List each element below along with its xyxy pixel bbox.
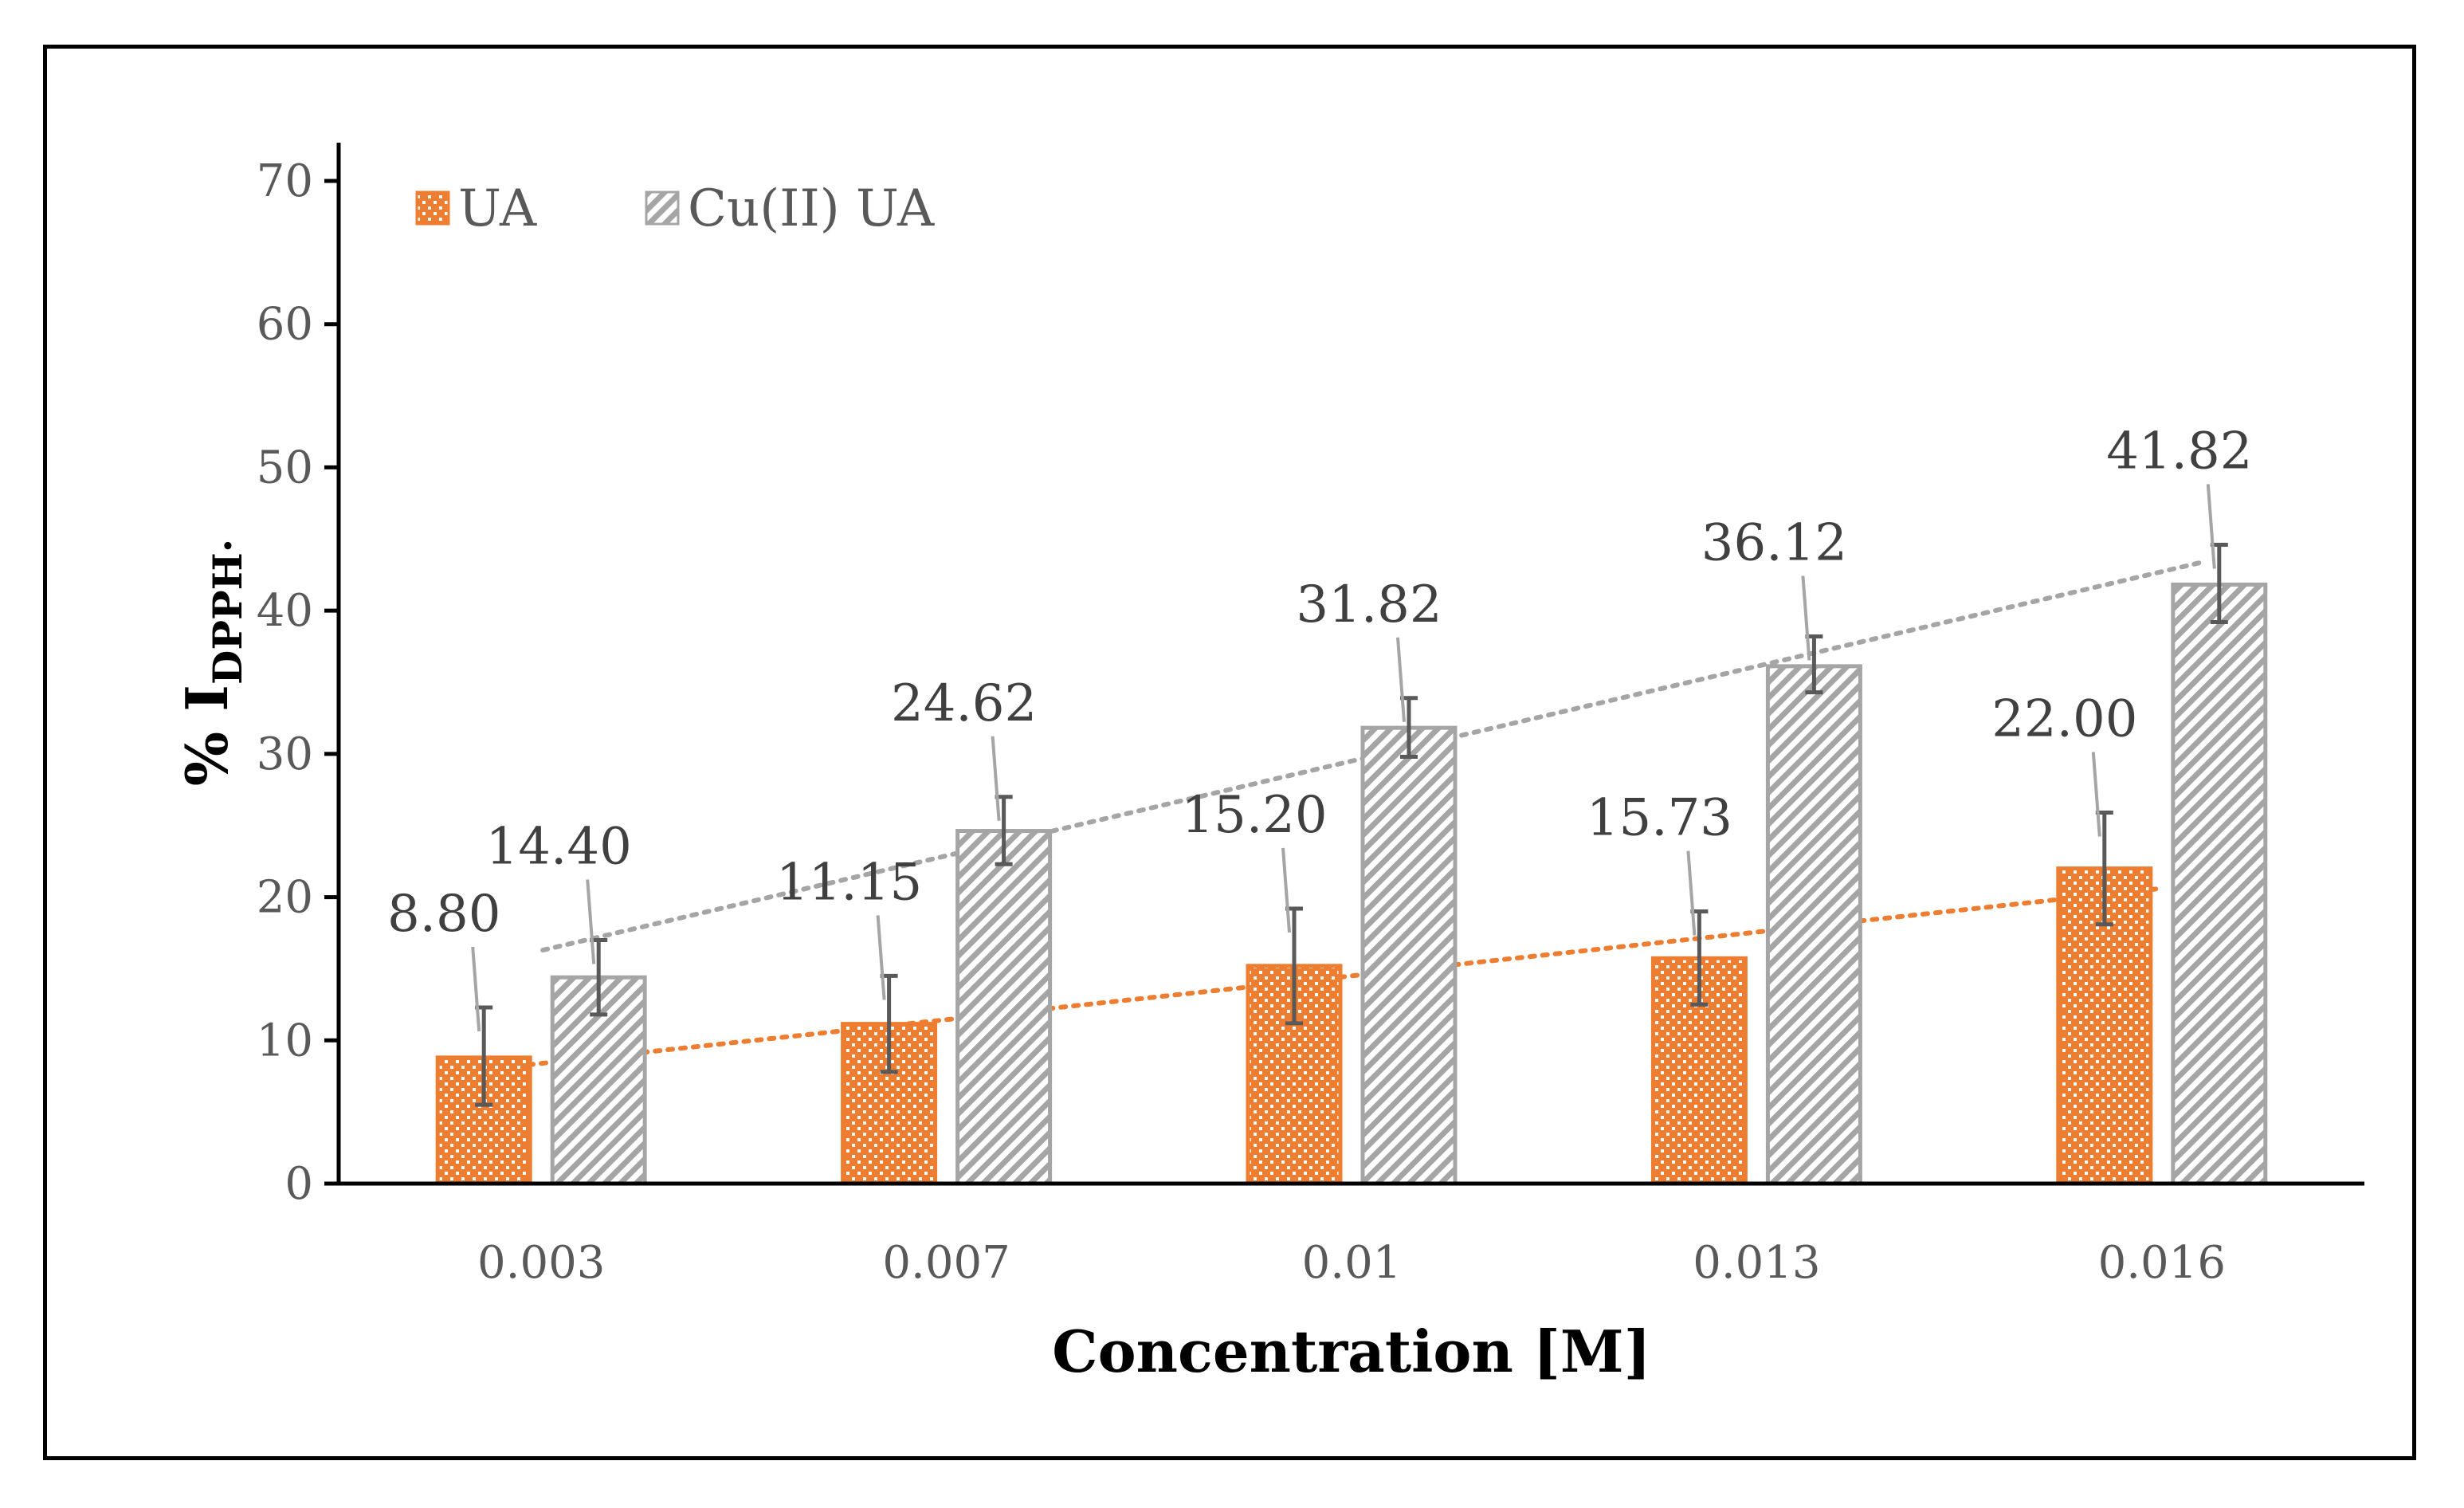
data-labels: 8.80 11.15 15.20 15.73 22.00 14.40 24.62 31.82 3… (387, 422, 2252, 1032)
y-axis-title-subscript: DPPH· (204, 539, 251, 685)
data-label-leader-ua (1281, 847, 1291, 933)
bar-cu-ua (955, 829, 1053, 1186)
data-label-leader-cu-ua (1801, 575, 1811, 661)
chart-frame: 8.80 11.15 15.20 15.73 22.00 14.40 24.62 31.82 3… (43, 45, 2416, 1460)
legend-label-cu-ua: Cu(II) UA (688, 179, 935, 238)
x-tick-label: 0.007 (882, 1237, 1010, 1289)
data-label-leader-cu-ua (991, 736, 1001, 821)
data-label-ua: 15.73 (1587, 789, 1732, 848)
legend-swatch-ua (415, 190, 450, 226)
y-ticks: 0 10 20 30 40 50 60 70 (257, 155, 339, 1210)
data-label-leader-ua (471, 946, 481, 1032)
y-tick-label: 70 (257, 155, 313, 207)
data-label-leader-cu-ua (2206, 484, 2216, 569)
data-label-ua: 8.80 (387, 885, 501, 944)
data-label-cu-ua: 24.62 (891, 674, 1037, 733)
data-label-leader-cu-ua (586, 879, 596, 964)
bar-cu-ua (1765, 664, 1862, 1186)
legend: UA Cu(II) UA (415, 179, 935, 238)
data-label-leader-ua (2091, 752, 2101, 837)
y-tick-label: 30 (257, 728, 313, 780)
bar-cu-ua (1360, 725, 1458, 1186)
x-tick-label: 0.016 (2098, 1237, 2226, 1289)
data-label-ua: 15.20 (1181, 786, 1327, 845)
data-label-cu-ua: 41.82 (2106, 422, 2252, 481)
y-tick-label: 60 (257, 299, 313, 351)
y-axis-title-main: % I (173, 685, 241, 786)
x-tick-label: 0.01 (1302, 1237, 1402, 1289)
data-label-ua: 11.15 (776, 853, 922, 912)
data-label-leader-cu-ua (1396, 637, 1406, 722)
legend-swatch-cu-ua (645, 190, 680, 226)
x-tick-label: 0.013 (1693, 1237, 1820, 1289)
y-axis-title: % IDPPH· (173, 539, 251, 786)
x-axis-title: Concentration [M] (1052, 1318, 1650, 1385)
data-label-cu-ua: 36.12 (1701, 513, 1847, 572)
trendlines (513, 560, 2206, 1069)
data-label-leader-ua (1686, 850, 1697, 936)
bar-chart: 8.80 11.15 15.20 15.73 22.00 14.40 24.62 31.82 3… (173, 143, 2364, 1385)
x-tick-label: 0.003 (477, 1237, 605, 1289)
y-tick-label: 40 (257, 585, 313, 637)
y-tick-label: 50 (257, 442, 313, 493)
y-tick-label: 20 (257, 872, 313, 924)
bars (435, 582, 2268, 1186)
y-tick-label: 0 (284, 1158, 313, 1210)
data-label-cu-ua: 31.82 (1296, 575, 1442, 634)
legend-label-ua: UA (458, 179, 537, 238)
data-label-cu-ua: 14.40 (486, 817, 632, 876)
bar-cu-ua (2171, 582, 2268, 1186)
y-tick-label: 10 (257, 1015, 313, 1066)
axes (336, 143, 2364, 1186)
data-label-ua: 22.00 (1991, 690, 2137, 749)
data-label-leader-ua (876, 915, 886, 1000)
x-ticks: 0.003 0.007 0.01 0.013 0.016 (477, 1237, 2226, 1289)
